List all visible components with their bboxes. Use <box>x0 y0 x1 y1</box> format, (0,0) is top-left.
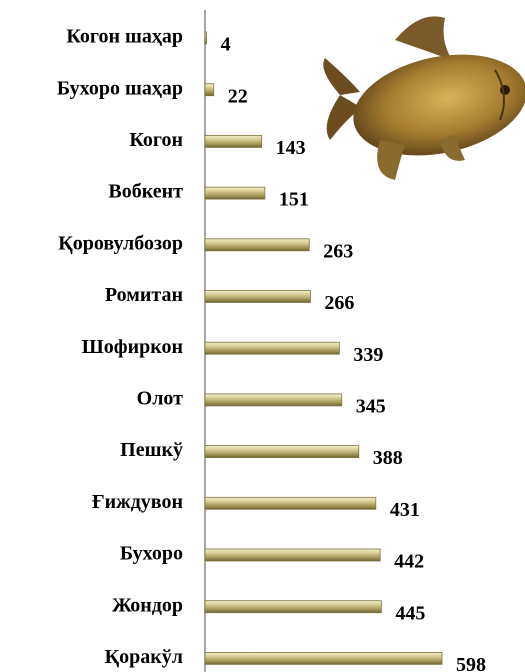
data-label: 151 <box>279 189 309 211</box>
bar <box>204 238 310 252</box>
bar <box>204 186 266 200</box>
data-label: 431 <box>390 499 420 521</box>
data-label: 445 <box>395 602 425 624</box>
data-label: 143 <box>276 137 306 159</box>
bar <box>204 31 207 45</box>
bar <box>204 548 381 562</box>
category-label: Пешкў <box>120 439 183 461</box>
data-label: 442 <box>394 551 424 573</box>
bar <box>204 445 360 459</box>
data-label: 388 <box>373 447 403 469</box>
category-label: Шофиркон <box>82 336 183 358</box>
category-label: Вобкент <box>108 181 183 203</box>
category-label: Ғиждувон <box>92 491 183 513</box>
category-label: Когон <box>129 129 183 151</box>
category-label: Ромитан <box>105 284 183 306</box>
category-label: Бухоро шаҳар <box>57 77 183 99</box>
data-label: 22 <box>228 85 248 107</box>
data-label: 263 <box>323 240 353 262</box>
data-label: 266 <box>324 292 354 314</box>
category-label: Жондор <box>112 594 183 616</box>
category-label: Қоракўл <box>105 646 183 668</box>
category-label: Олот <box>137 387 184 409</box>
data-label: 4 <box>221 34 231 56</box>
bar <box>204 134 263 148</box>
bar <box>204 83 215 97</box>
category-label: Бухоро <box>120 543 183 565</box>
data-label: 339 <box>353 344 383 366</box>
category-label: Когон шаҳар <box>66 26 183 48</box>
bar <box>204 393 343 407</box>
bar <box>204 290 311 303</box>
bar <box>204 600 382 614</box>
category-label: Қоровулбозор <box>58 232 183 254</box>
bar <box>204 496 377 510</box>
bar <box>204 652 443 665</box>
bar <box>204 341 340 355</box>
data-label: 598 <box>456 654 486 672</box>
data-label: 345 <box>356 395 386 417</box>
fish-illustration <box>323 16 525 180</box>
